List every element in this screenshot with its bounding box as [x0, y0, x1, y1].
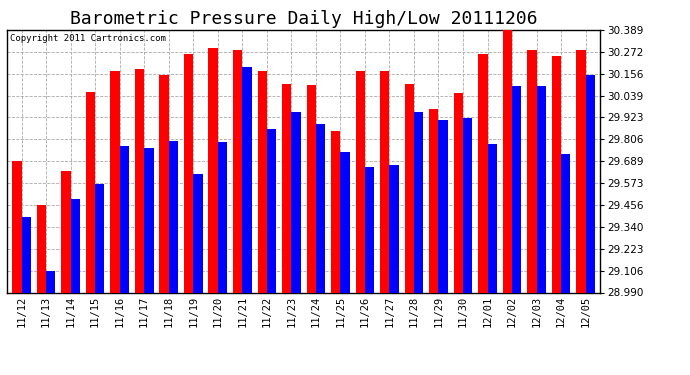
Title: Barometric Pressure Daily High/Low 20111206: Barometric Pressure Daily High/Low 20111…	[70, 10, 538, 28]
Bar	[12, 161, 21, 292]
Bar	[380, 71, 389, 292]
Bar	[365, 167, 374, 292]
Bar	[404, 84, 414, 292]
Bar	[37, 205, 46, 292]
Bar	[218, 142, 227, 292]
Bar	[561, 154, 571, 292]
Bar	[306, 85, 316, 292]
Bar	[527, 51, 537, 292]
Bar	[512, 86, 522, 292]
Bar	[503, 28, 512, 292]
Bar	[355, 71, 365, 292]
Bar	[552, 56, 561, 292]
Bar	[193, 174, 203, 292]
Bar	[242, 68, 252, 292]
Bar	[316, 124, 325, 292]
Bar	[586, 75, 595, 292]
Bar	[169, 141, 178, 292]
Bar	[233, 50, 242, 292]
Bar	[429, 109, 438, 292]
Bar	[119, 146, 129, 292]
Bar	[70, 199, 80, 292]
Bar	[389, 165, 399, 292]
Bar	[46, 271, 55, 292]
Bar	[95, 184, 104, 292]
Bar	[135, 69, 144, 292]
Bar	[453, 93, 463, 292]
Bar	[331, 131, 340, 292]
Bar	[340, 152, 350, 292]
Bar	[267, 129, 276, 292]
Bar	[478, 54, 488, 292]
Bar	[144, 148, 154, 292]
Bar	[208, 48, 218, 292]
Bar	[576, 51, 586, 292]
Bar	[184, 54, 193, 292]
Bar	[488, 144, 497, 292]
Bar	[291, 112, 301, 292]
Bar	[61, 171, 70, 292]
Bar	[110, 71, 119, 292]
Bar	[282, 84, 291, 292]
Text: Copyright 2011 Cartronics.com: Copyright 2011 Cartronics.com	[10, 34, 166, 43]
Bar	[537, 86, 546, 292]
Bar	[257, 71, 267, 292]
Bar	[438, 120, 448, 292]
Bar	[21, 217, 31, 292]
Bar	[86, 92, 95, 292]
Bar	[414, 112, 423, 292]
Bar	[159, 75, 169, 292]
Bar	[463, 118, 472, 292]
